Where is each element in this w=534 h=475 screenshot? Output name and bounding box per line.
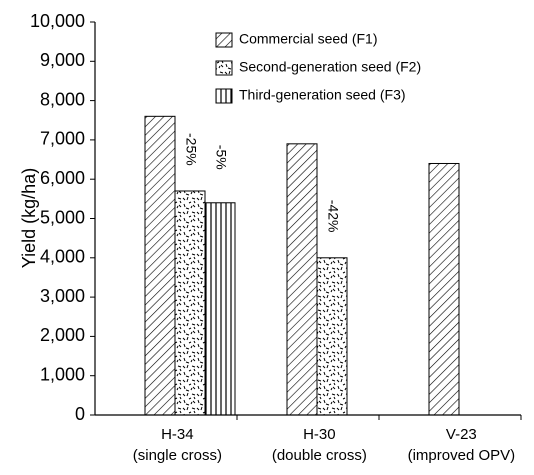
bar (204, 202, 236, 416)
bar (144, 115, 176, 416)
bar (286, 143, 318, 416)
x-tick-label: H-34 (161, 426, 194, 443)
legend-swatch (215, 60, 233, 76)
legend-swatch (215, 32, 233, 48)
bar (316, 257, 348, 416)
annotation: -42% (325, 200, 341, 233)
y-tick-label: 5,000 (40, 207, 85, 227)
legend-swatch (215, 88, 233, 104)
y-tick-label: 6,000 (40, 168, 85, 188)
y-axis-title: Yield (kg/ha) (19, 168, 39, 268)
x-tick-label: H-30 (303, 426, 336, 443)
bar (174, 190, 206, 416)
legend-label: Second-generation seed (F2) (239, 59, 421, 75)
x-tick-label: V-23 (446, 426, 477, 443)
y-tick-label: 10,000 (30, 11, 85, 31)
y-tick-label: 4,000 (40, 247, 85, 267)
x-tick-label: (improved OPV) (408, 447, 516, 464)
x-tick-label: (double cross) (272, 447, 367, 464)
bar (428, 162, 460, 416)
legend-label: Third-generation seed (F3) (239, 87, 406, 103)
annotation: -5% (213, 145, 229, 170)
x-tick-label: (single cross) (133, 447, 222, 464)
y-tick-label: 0 (75, 404, 85, 424)
y-tick-label: 7,000 (40, 129, 85, 149)
y-tick-label: 2,000 (40, 325, 85, 345)
y-tick-label: 9,000 (40, 50, 85, 70)
legend-label: Commercial seed (F1) (239, 31, 377, 47)
y-tick-label: 3,000 (40, 286, 85, 306)
y-tick-label: 1,000 (40, 364, 85, 384)
y-tick-label: 8,000 (40, 89, 85, 109)
annotation: -25% (183, 133, 199, 166)
